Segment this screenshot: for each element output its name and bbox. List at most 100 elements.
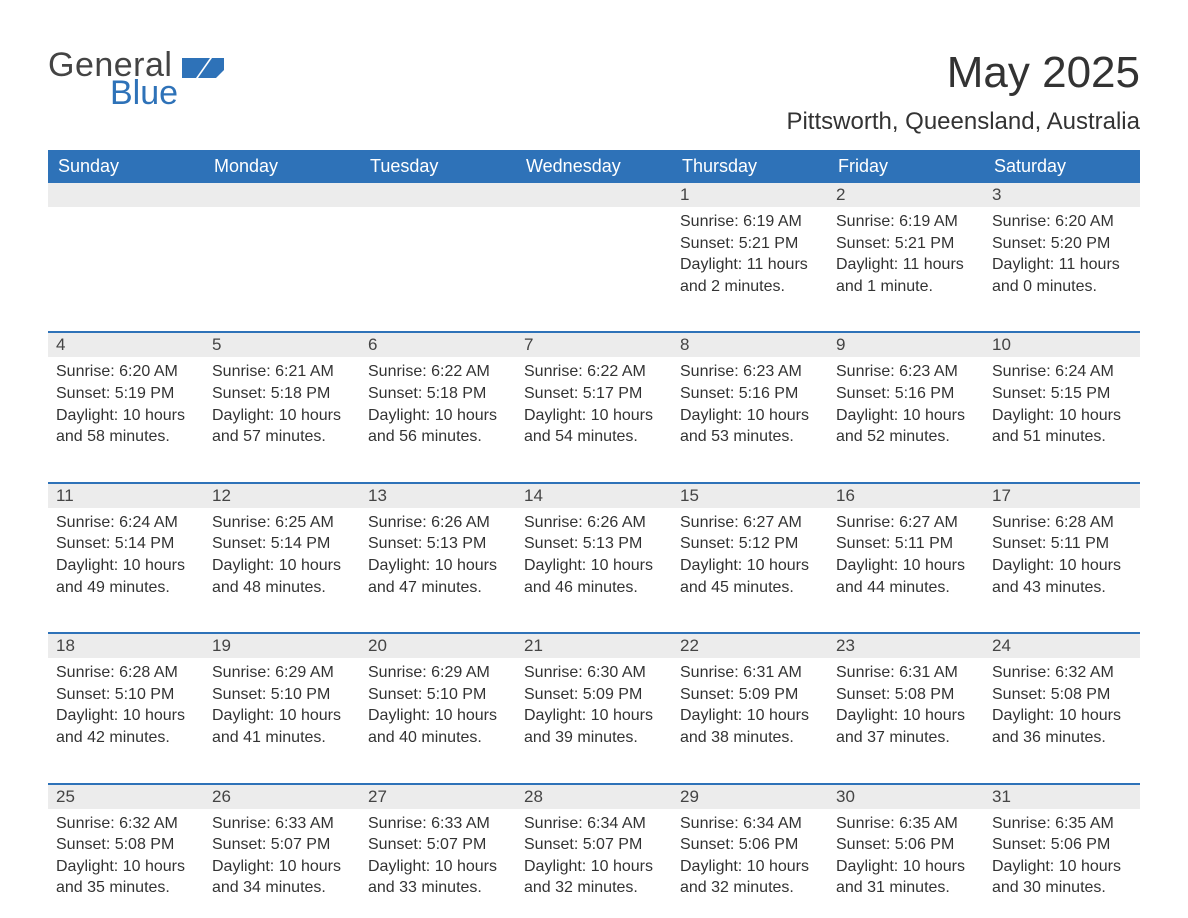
- day-cell-number: 13: [360, 482, 516, 508]
- sunset-line: Sunset: 5:19 PM: [56, 383, 196, 405]
- sunset-line: Sunset: 5:17 PM: [524, 383, 664, 405]
- day-cell-content: Sunrise: 6:23 AMSunset: 5:16 PMDaylight:…: [672, 357, 828, 451]
- day-number: [48, 183, 204, 207]
- day-number: 8: [672, 333, 828, 357]
- sunrise-line: Sunrise: 6:24 AM: [56, 512, 196, 534]
- sunset-line: Sunset: 5:10 PM: [212, 684, 352, 706]
- day-number: 22: [672, 634, 828, 658]
- sunrise-line: Sunrise: 6:34 AM: [524, 813, 664, 835]
- day-number: 20: [360, 634, 516, 658]
- day-details: [204, 207, 360, 215]
- day-number: 13: [360, 484, 516, 508]
- daylight-line: Daylight: 10 hours and 36 minutes.: [992, 705, 1132, 748]
- daylight-line: Daylight: 10 hours and 32 minutes.: [680, 856, 820, 899]
- sunrise-line: Sunrise: 6:35 AM: [836, 813, 976, 835]
- day-cell-content: Sunrise: 6:33 AMSunset: 5:07 PMDaylight:…: [204, 809, 360, 903]
- daylight-line: Daylight: 10 hours and 57 minutes.: [212, 405, 352, 448]
- daylight-line: Daylight: 10 hours and 32 minutes.: [524, 856, 664, 899]
- day-details: Sunrise: 6:23 AMSunset: 5:16 PMDaylight:…: [672, 357, 828, 451]
- day-number: 31: [984, 785, 1140, 809]
- day-number: 18: [48, 634, 204, 658]
- day-details: Sunrise: 6:28 AMSunset: 5:11 PMDaylight:…: [984, 508, 1140, 602]
- day-cell-number: 25: [48, 783, 204, 809]
- day-cell-content: [48, 207, 204, 301]
- day-cell-content: Sunrise: 6:28 AMSunset: 5:11 PMDaylight:…: [984, 508, 1140, 602]
- sunset-line: Sunset: 5:08 PM: [992, 684, 1132, 706]
- day-cell-content: Sunrise: 6:21 AMSunset: 5:18 PMDaylight:…: [204, 357, 360, 451]
- daylight-line: Daylight: 11 hours and 1 minute.: [836, 254, 976, 297]
- day-cell-content: Sunrise: 6:31 AMSunset: 5:08 PMDaylight:…: [828, 658, 984, 752]
- sunset-line: Sunset: 5:14 PM: [56, 533, 196, 555]
- day-cell-number: 19: [204, 632, 360, 658]
- sunset-line: Sunset: 5:20 PM: [992, 233, 1132, 255]
- sunset-line: Sunset: 5:09 PM: [680, 684, 820, 706]
- day-details: Sunrise: 6:19 AMSunset: 5:21 PMDaylight:…: [828, 207, 984, 301]
- sunrise-line: Sunrise: 6:29 AM: [368, 662, 508, 684]
- sunset-line: Sunset: 5:08 PM: [56, 834, 196, 856]
- week-daynum-row: 25262728293031: [48, 783, 1140, 809]
- day-cell-content: Sunrise: 6:23 AMSunset: 5:16 PMDaylight:…: [828, 357, 984, 451]
- day-number: 25: [48, 785, 204, 809]
- daylight-line: Daylight: 10 hours and 38 minutes.: [680, 705, 820, 748]
- sunset-line: Sunset: 5:08 PM: [836, 684, 976, 706]
- day-cell-number: 14: [516, 482, 672, 508]
- day-cell-content: Sunrise: 6:32 AMSunset: 5:08 PMDaylight:…: [984, 658, 1140, 752]
- day-cell-number: 16: [828, 482, 984, 508]
- week-content-row: Sunrise: 6:20 AMSunset: 5:19 PMDaylight:…: [48, 357, 1140, 451]
- day-cell-content: Sunrise: 6:19 AMSunset: 5:21 PMDaylight:…: [828, 207, 984, 301]
- day-number: 27: [360, 785, 516, 809]
- day-details: Sunrise: 6:20 AMSunset: 5:20 PMDaylight:…: [984, 207, 1140, 301]
- sunrise-line: Sunrise: 6:25 AM: [212, 512, 352, 534]
- day-details: Sunrise: 6:33 AMSunset: 5:07 PMDaylight:…: [204, 809, 360, 903]
- sunrise-line: Sunrise: 6:24 AM: [992, 361, 1132, 383]
- daylight-line: Daylight: 10 hours and 40 minutes.: [368, 705, 508, 748]
- daylight-line: Daylight: 10 hours and 45 minutes.: [680, 555, 820, 598]
- day-details: Sunrise: 6:27 AMSunset: 5:11 PMDaylight:…: [828, 508, 984, 602]
- day-details: Sunrise: 6:19 AMSunset: 5:21 PMDaylight:…: [672, 207, 828, 301]
- weekday-header: Monday: [204, 150, 360, 183]
- day-number: 5: [204, 333, 360, 357]
- day-cell-number: 8: [672, 331, 828, 357]
- day-number: 11: [48, 484, 204, 508]
- sunrise-line: Sunrise: 6:27 AM: [836, 512, 976, 534]
- day-cell-number: 5: [204, 331, 360, 357]
- daylight-line: Daylight: 10 hours and 47 minutes.: [368, 555, 508, 598]
- weekday-header: Wednesday: [516, 150, 672, 183]
- calendar-header: Sunday Monday Tuesday Wednesday Thursday…: [48, 150, 1140, 183]
- sunset-line: Sunset: 5:10 PM: [368, 684, 508, 706]
- day-number: 10: [984, 333, 1140, 357]
- flag-icon: [182, 52, 224, 83]
- sunrise-line: Sunrise: 6:28 AM: [56, 662, 196, 684]
- sunrise-line: Sunrise: 6:34 AM: [680, 813, 820, 835]
- day-details: Sunrise: 6:25 AMSunset: 5:14 PMDaylight:…: [204, 508, 360, 602]
- day-details: Sunrise: 6:24 AMSunset: 5:14 PMDaylight:…: [48, 508, 204, 602]
- sunset-line: Sunset: 5:10 PM: [56, 684, 196, 706]
- daylight-line: Daylight: 10 hours and 56 minutes.: [368, 405, 508, 448]
- sunset-line: Sunset: 5:09 PM: [524, 684, 664, 706]
- day-details: Sunrise: 6:26 AMSunset: 5:13 PMDaylight:…: [360, 508, 516, 602]
- day-cell-content: Sunrise: 6:29 AMSunset: 5:10 PMDaylight:…: [360, 658, 516, 752]
- daylight-line: Daylight: 10 hours and 48 minutes.: [212, 555, 352, 598]
- day-number: 15: [672, 484, 828, 508]
- sunrise-line: Sunrise: 6:35 AM: [992, 813, 1132, 835]
- daylight-line: Daylight: 10 hours and 53 minutes.: [680, 405, 820, 448]
- week-gap: [48, 301, 1140, 331]
- sunrise-line: Sunrise: 6:23 AM: [836, 361, 976, 383]
- weekday-header: Thursday: [672, 150, 828, 183]
- day-details: Sunrise: 6:32 AMSunset: 5:08 PMDaylight:…: [48, 809, 204, 903]
- daylight-line: Daylight: 10 hours and 54 minutes.: [524, 405, 664, 448]
- day-cell-content: Sunrise: 6:26 AMSunset: 5:13 PMDaylight:…: [516, 508, 672, 602]
- sunset-line: Sunset: 5:18 PM: [212, 383, 352, 405]
- day-cell-content: Sunrise: 6:27 AMSunset: 5:12 PMDaylight:…: [672, 508, 828, 602]
- sunset-line: Sunset: 5:12 PM: [680, 533, 820, 555]
- weekday-row: Sunday Monday Tuesday Wednesday Thursday…: [48, 150, 1140, 183]
- day-cell-number: 2: [828, 183, 984, 207]
- day-cell-number: [204, 183, 360, 207]
- day-number: 9: [828, 333, 984, 357]
- day-details: Sunrise: 6:31 AMSunset: 5:08 PMDaylight:…: [828, 658, 984, 752]
- week-gap: [48, 753, 1140, 783]
- day-cell-number: 18: [48, 632, 204, 658]
- daylight-line: Daylight: 10 hours and 30 minutes.: [992, 856, 1132, 899]
- weekday-header: Sunday: [48, 150, 204, 183]
- day-details: Sunrise: 6:22 AMSunset: 5:17 PMDaylight:…: [516, 357, 672, 451]
